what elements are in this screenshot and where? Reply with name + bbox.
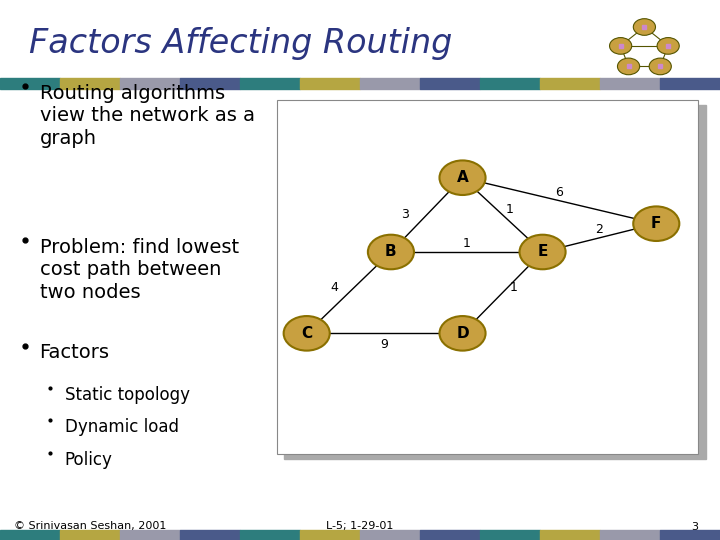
Text: Dynamic load: Dynamic load <box>65 418 179 436</box>
Text: 1: 1 <box>463 238 471 251</box>
Text: B: B <box>385 245 397 260</box>
Bar <box>0 78 60 89</box>
Bar <box>180 78 240 89</box>
Text: Problem: find lowest
cost path between
two nodes: Problem: find lowest cost path between t… <box>40 238 239 302</box>
Text: A: A <box>456 170 469 185</box>
Bar <box>540 530 600 540</box>
Text: F: F <box>651 216 662 231</box>
Circle shape <box>439 160 485 195</box>
Text: C: C <box>301 326 312 341</box>
Bar <box>360 530 420 540</box>
Bar <box>180 530 240 540</box>
Text: Factors: Factors <box>40 343 109 362</box>
Bar <box>240 530 300 540</box>
Bar <box>420 530 480 540</box>
Bar <box>360 78 420 89</box>
Bar <box>277 100 698 454</box>
Bar <box>60 78 120 89</box>
Text: 2: 2 <box>595 223 603 236</box>
Text: © Srinivasan Seshan, 2001: © Srinivasan Seshan, 2001 <box>14 522 167 531</box>
Circle shape <box>657 38 679 54</box>
Circle shape <box>649 58 671 75</box>
Text: 1: 1 <box>506 203 513 216</box>
Text: 6: 6 <box>555 186 563 199</box>
Bar <box>600 78 660 89</box>
Text: 3: 3 <box>401 208 409 221</box>
Bar <box>660 78 720 89</box>
Circle shape <box>368 235 414 269</box>
Bar <box>60 530 120 540</box>
Text: 3: 3 <box>691 522 698 531</box>
Text: L-5; 1-29-01: L-5; 1-29-01 <box>326 522 394 531</box>
Bar <box>600 530 660 540</box>
Text: 9: 9 <box>381 338 389 350</box>
Circle shape <box>634 206 679 241</box>
Text: Policy: Policy <box>65 451 112 469</box>
Text: D: D <box>456 326 469 341</box>
Bar <box>300 530 360 540</box>
Bar <box>284 105 706 459</box>
Bar <box>540 78 600 89</box>
Text: 1: 1 <box>510 281 517 294</box>
Bar <box>120 78 180 89</box>
Circle shape <box>634 19 655 35</box>
Bar <box>660 530 720 540</box>
Circle shape <box>284 316 330 350</box>
Bar <box>420 78 480 89</box>
Bar <box>0 530 60 540</box>
Text: E: E <box>537 245 548 260</box>
Circle shape <box>610 38 631 54</box>
Text: Routing algorithms
view the network as a
graph: Routing algorithms view the network as a… <box>40 84 255 148</box>
Bar <box>480 78 540 89</box>
Bar <box>240 78 300 89</box>
Text: 4: 4 <box>330 281 338 294</box>
Bar <box>120 530 180 540</box>
Bar <box>0 0 720 86</box>
Bar <box>480 530 540 540</box>
Circle shape <box>520 235 566 269</box>
Circle shape <box>439 316 485 350</box>
Circle shape <box>618 58 639 75</box>
Bar <box>300 78 360 89</box>
Text: Static topology: Static topology <box>65 386 190 404</box>
Text: Factors Affecting Routing: Factors Affecting Routing <box>29 26 452 60</box>
